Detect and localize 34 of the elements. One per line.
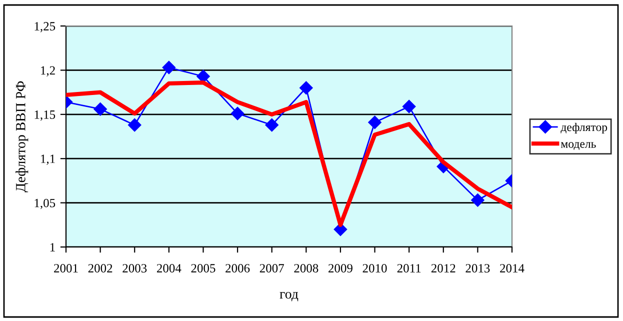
x-tick-label: 2014 xyxy=(500,264,524,272)
x-tick-label: 2004 xyxy=(156,264,182,272)
y-tick-label: 1,05 xyxy=(34,198,56,210)
point xyxy=(196,70,210,83)
y-tick-label: 1 xyxy=(50,243,55,252)
legend-label: модель xyxy=(560,142,596,150)
y-axis-title: Дефлятор ВВП РФ xyxy=(16,81,28,192)
x-tick-label: 2007 xyxy=(260,264,284,272)
x-tick-label: 2006 xyxy=(226,264,250,272)
point xyxy=(230,106,244,120)
y-tick-label: 1,1 xyxy=(41,154,55,165)
x-tick-label: 2003 xyxy=(122,264,147,272)
x-tick-label: 2005 xyxy=(191,264,216,272)
y-tick-label: 1,15 xyxy=(34,110,56,121)
x-tick-label: 2013 xyxy=(466,264,490,272)
point xyxy=(162,60,176,74)
x-tick-label: 2001 xyxy=(54,264,78,272)
point xyxy=(402,100,416,114)
x-tick-label: 2010 xyxy=(362,264,387,272)
point xyxy=(265,118,278,132)
point xyxy=(368,116,382,129)
point xyxy=(128,118,142,132)
x-tick-label: 2002 xyxy=(88,264,112,272)
y-tick-label: 1,25 xyxy=(34,22,56,32)
point xyxy=(471,194,484,207)
x-tick-label: 2008 xyxy=(294,264,318,272)
y-tick-label: 1,2 xyxy=(41,66,55,76)
point xyxy=(300,81,313,94)
x-tick-label: 2012 xyxy=(431,264,456,272)
point xyxy=(94,102,107,116)
x-tick-label: 2011 xyxy=(397,264,421,272)
legend-label: дефлятор xyxy=(560,122,608,134)
x-tick-label: 2009 xyxy=(328,264,352,272)
x-axis-title: год xyxy=(280,292,298,302)
